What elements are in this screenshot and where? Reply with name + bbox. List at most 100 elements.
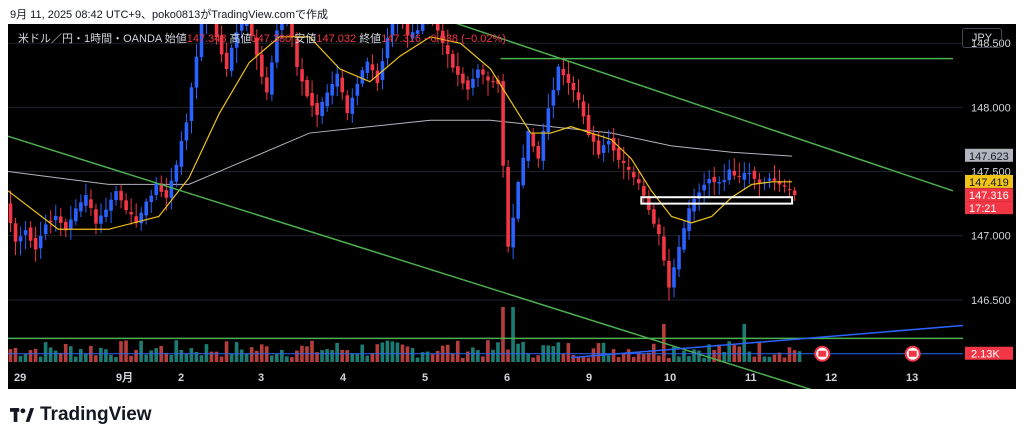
candle-body xyxy=(184,122,189,141)
volume-bar xyxy=(350,353,355,362)
volume-bar xyxy=(747,351,752,362)
candle-body xyxy=(255,37,259,56)
candle-body xyxy=(189,87,194,122)
candle-body xyxy=(43,224,48,235)
x-tick-label-9: 11 xyxy=(745,372,757,384)
candle-body xyxy=(435,24,440,31)
candle-body xyxy=(677,246,681,270)
high-value: 147.380 xyxy=(251,33,292,45)
candle-body xyxy=(8,203,13,224)
candle-body xyxy=(69,219,73,230)
symbol-label[interactable]: 米ドル／円・1時間・OANDA xyxy=(18,33,162,45)
slow-ma-polyline xyxy=(8,119,793,185)
candle-body xyxy=(571,82,576,91)
volume-bar xyxy=(460,357,465,362)
volume-bar xyxy=(606,355,611,362)
volume-bar xyxy=(656,355,661,362)
candle-body xyxy=(486,76,490,81)
candle-body xyxy=(626,166,631,170)
volume-bar xyxy=(435,350,440,362)
candle-body xyxy=(340,77,345,93)
candle-body xyxy=(260,54,264,77)
volume-bar xyxy=(280,349,284,362)
x-tick-label-3: 3 xyxy=(258,372,264,384)
volume-bar xyxy=(566,343,571,362)
candle-body xyxy=(737,176,742,178)
volume-bar xyxy=(43,342,48,362)
chart-frame[interactable]: 146.500 147.000 147.500 148.000 148.500 29 9月 2… xyxy=(8,24,1016,389)
volume-bar xyxy=(144,354,148,362)
volume-bar xyxy=(73,356,78,362)
volume-bar xyxy=(782,357,787,362)
slow-ma-line xyxy=(8,119,793,185)
candle-body xyxy=(390,24,395,36)
x-tick-label-2: 2 xyxy=(178,372,184,384)
low-label: 安値 xyxy=(294,33,317,45)
candle-body xyxy=(94,209,98,224)
volume-bar xyxy=(712,349,716,362)
trendline-1 xyxy=(455,24,954,192)
candle-body xyxy=(561,68,566,76)
volume-bar xyxy=(99,347,103,362)
candle-body xyxy=(586,115,591,136)
candle-body xyxy=(757,179,762,183)
fast-ma-line xyxy=(8,36,793,230)
candle-body xyxy=(481,69,485,75)
high-label: 高値 xyxy=(229,33,252,45)
volume-bar xyxy=(651,343,656,362)
candle-body xyxy=(672,267,676,288)
tradingview-logo[interactable]: TradingView xyxy=(10,404,152,426)
candle-body xyxy=(375,70,380,84)
candle-body xyxy=(365,61,370,73)
volume-bar xyxy=(380,342,385,362)
volume-bar xyxy=(390,341,395,362)
candle-body xyxy=(53,215,58,221)
volume-bar xyxy=(234,342,239,362)
volume-label: 2.13K xyxy=(971,349,1000,361)
highlight-box xyxy=(640,196,794,205)
volume-bar xyxy=(23,353,28,362)
candle-body xyxy=(631,172,636,178)
candle-body xyxy=(249,24,254,36)
volume-bar xyxy=(536,355,540,362)
volume-bar xyxy=(611,349,616,362)
volume-bar xyxy=(792,350,797,362)
candle-body xyxy=(79,202,83,212)
volume-bar xyxy=(310,340,314,362)
volume-bar xyxy=(415,357,420,362)
candle-body xyxy=(214,24,219,38)
candle-body xyxy=(476,69,480,78)
candle-body xyxy=(440,30,445,43)
x-tick-label-6: 6 xyxy=(504,372,510,384)
candle-body xyxy=(556,66,561,91)
candle-body xyxy=(752,170,757,179)
volume-bar xyxy=(636,351,641,362)
candle-body xyxy=(239,24,244,31)
candle-body xyxy=(772,178,777,181)
x-tick-label-5: 5 xyxy=(422,372,428,384)
volume-bar xyxy=(53,350,58,362)
volume-bar xyxy=(244,353,249,362)
candle-body xyxy=(159,183,164,192)
volume-bar xyxy=(752,356,757,362)
candle-body xyxy=(446,45,450,55)
candle-body xyxy=(244,24,249,26)
candle-body xyxy=(747,172,752,174)
candle-body xyxy=(104,209,108,217)
volume-bar xyxy=(269,355,274,362)
candle-body xyxy=(667,260,671,288)
volume-bar xyxy=(410,348,415,362)
candle-body xyxy=(129,212,133,215)
candle-body xyxy=(74,208,78,222)
candle-body xyxy=(787,189,792,191)
currency-button[interactable]: JPY xyxy=(962,28,1002,48)
price-label-box-slow_ma xyxy=(965,148,1013,162)
candle-body xyxy=(621,160,626,164)
volume-bar xyxy=(154,348,158,362)
volume-bar xyxy=(274,353,279,362)
volume-bar xyxy=(290,357,294,362)
candle-body xyxy=(199,24,204,58)
volume-bar xyxy=(702,357,706,362)
candle-body xyxy=(415,30,420,34)
